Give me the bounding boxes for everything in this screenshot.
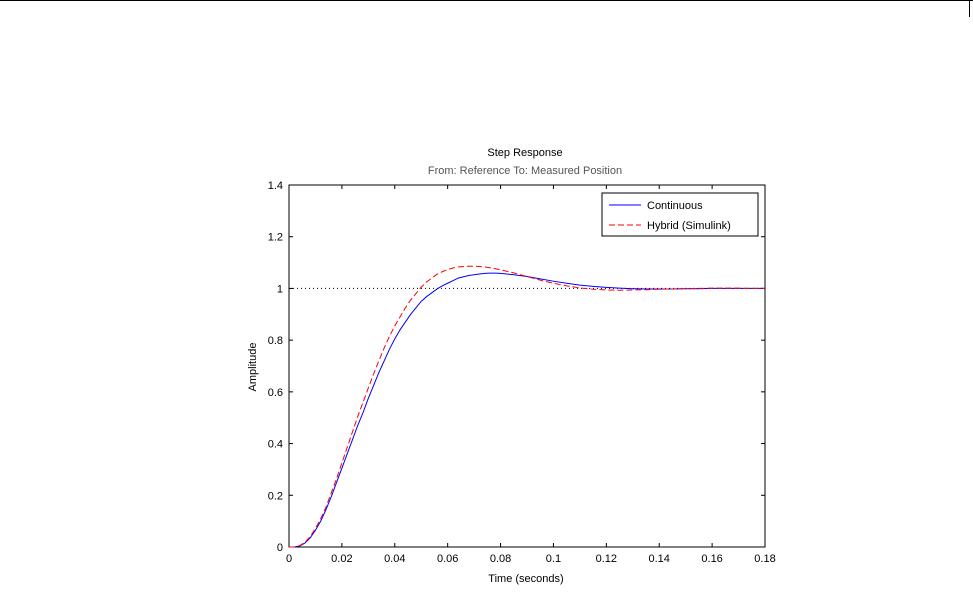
y-tick-label: 1.4 <box>268 180 283 192</box>
x-tick-label: 0.1 <box>546 553 561 565</box>
x-tick-label: 0.16 <box>701 553 722 565</box>
x-tick-label: 0.14 <box>649 553 670 565</box>
plot-area: 0 0.02 0.04 0.06 0.08 0.1 0.12 0.14 0.16 0.18 0 0.2… <box>268 180 776 565</box>
y-axis-label: Amplitude <box>247 343 259 392</box>
x-tick-label: 0.12 <box>596 553 617 565</box>
y-tick-label: 0.4 <box>268 439 283 451</box>
x-tick-label: 0 <box>286 553 292 565</box>
x-tick-label: 0.02 <box>331 553 352 565</box>
axes-box <box>288 184 766 548</box>
legend-label-hybrid: Hybrid (Simulink) <box>647 220 731 232</box>
y-tick-label: 1.2 <box>268 232 283 244</box>
y-tick-label: 0.8 <box>268 335 283 347</box>
ticks-layer: 0 0.02 0.04 0.06 0.08 0.1 0.12 0.14 0.16 0.18 0 0.2… <box>268 180 776 565</box>
x-tick-label: 0.18 <box>754 553 775 565</box>
series-layer <box>289 265 765 548</box>
x-tick-label: 0.04 <box>384 553 405 565</box>
series-line-continuous <box>289 272 765 548</box>
y-tick-label: 0 <box>277 542 283 554</box>
legend-label-continuous: Continuous <box>647 200 703 212</box>
chart-subtitle: From: Reference To: Measured Position <box>428 165 622 177</box>
x-tick-label: 0.08 <box>490 553 511 565</box>
top-border <box>0 0 973 1</box>
window-edge-marker <box>969 0 970 17</box>
y-tick-label: 0.6 <box>268 387 283 399</box>
legend: Continuous Hybrid (Simulink) <box>601 192 759 237</box>
x-axis-label: Time (seconds) <box>488 573 563 585</box>
chart-title: Step Response <box>487 147 562 159</box>
x-tick-label: 0.06 <box>437 553 458 565</box>
legend-box <box>601 192 759 237</box>
y-tick-label: 1 <box>277 283 283 295</box>
y-tick-label: 0.2 <box>268 490 283 502</box>
